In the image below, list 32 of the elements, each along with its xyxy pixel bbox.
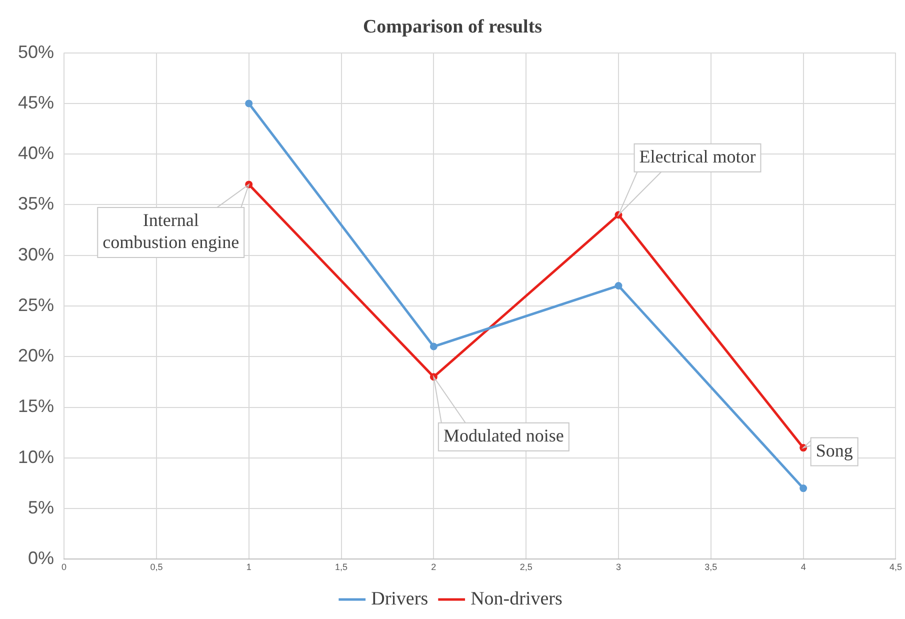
x-tick-label: 3 bbox=[616, 562, 622, 572]
chart-title: Comparison of results bbox=[362, 16, 542, 38]
x-tick-label: 0 bbox=[62, 562, 67, 572]
point bbox=[800, 484, 808, 492]
annotation: Electrical motor bbox=[639, 146, 756, 167]
x-tick-label: 1 bbox=[246, 562, 252, 572]
y-tick-label: 5% bbox=[28, 498, 54, 518]
y-tick-label: 25% bbox=[18, 294, 54, 315]
x-tick-label: 2 bbox=[431, 562, 436, 572]
annotation: Modulated noise bbox=[443, 426, 564, 446]
y-tick-label: 45% bbox=[18, 92, 54, 112]
x-tick-label: 0,5 bbox=[150, 562, 163, 572]
y-tick-label: 15% bbox=[18, 396, 54, 416]
y-tick-label: 50% bbox=[18, 42, 54, 62]
legend-label: Drivers bbox=[371, 588, 428, 610]
point bbox=[245, 100, 253, 108]
y-tick-label: 40% bbox=[18, 143, 54, 164]
x-tick-label: 2,5 bbox=[520, 562, 532, 572]
annotation: Song bbox=[816, 440, 853, 461]
y-tick-label: 0% bbox=[28, 548, 54, 568]
y-tick-label: 10% bbox=[18, 446, 54, 467]
x-tick-label: 3,5 bbox=[704, 562, 718, 572]
y-tick-label: 30% bbox=[18, 244, 54, 264]
annotation: Internal combustion engine bbox=[102, 210, 240, 252]
x-tick-label: 4,5 bbox=[889, 562, 902, 572]
point bbox=[430, 342, 438, 350]
x-tick-label: 1,5 bbox=[335, 562, 348, 572]
x-tick-label: 4 bbox=[800, 562, 806, 572]
point bbox=[614, 282, 622, 290]
legend-label: Non-drivers bbox=[470, 588, 562, 610]
y-tick-label: 35% bbox=[18, 194, 54, 214]
y-tick-label: 20% bbox=[18, 346, 54, 366]
